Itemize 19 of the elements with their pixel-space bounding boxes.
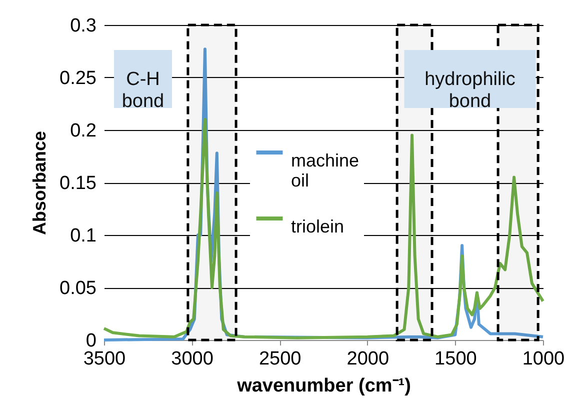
y-tick-label: 0.15	[60, 173, 96, 194]
y-tick-label: 0.25	[60, 68, 96, 89]
x-tick-label: 1500	[434, 348, 477, 370]
x-tick-label: 1000	[522, 348, 565, 370]
y-axis-title: Absorbance	[30, 130, 50, 236]
x-tick-label: 2000	[346, 348, 390, 370]
x-tick-label: 3000	[171, 348, 214, 370]
legend-label: machine oil	[291, 150, 360, 190]
y-tick-label: 0.3	[70, 16, 96, 36]
annotation: C-H bond	[122, 69, 164, 112]
x-tick-label: 3500	[83, 348, 126, 370]
y-tick-label: 0.2	[70, 120, 96, 142]
y-tick-label: 0	[86, 330, 96, 352]
y-tick-label: 0.1	[70, 226, 96, 246]
legend-label: triolein	[291, 216, 344, 236]
x-tick-label: 2500	[258, 348, 302, 370]
annotation: hydrophilic bond	[424, 69, 516, 112]
x-axis-title: wavenumber (cm⁻¹)	[236, 376, 411, 396]
y-tick-label: 0.05	[60, 278, 96, 299]
